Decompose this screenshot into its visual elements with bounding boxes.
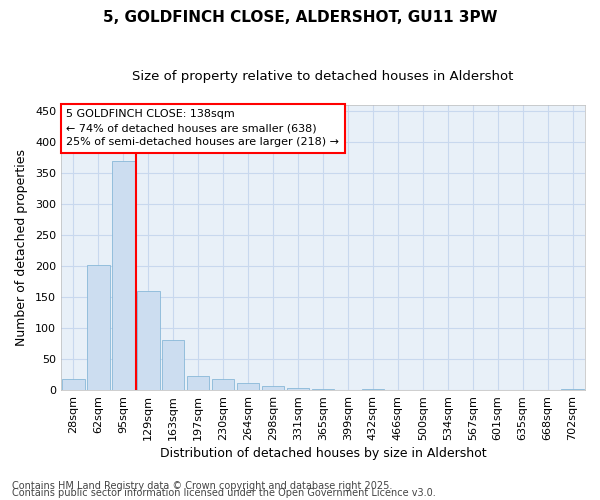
Bar (62, 379, 85, 390)
Bar (237, 382, 259, 390)
Text: Contains HM Land Registry data © Crown copyright and database right 2025.: Contains HM Land Registry data © Crown c… (12, 481, 392, 491)
Bar (561, 389, 584, 390)
Y-axis label: Number of detached properties: Number of detached properties (15, 149, 28, 346)
Text: 5 GOLDFINCH CLOSE: 138sqm
← 74% of detached houses are smaller (638)
25% of semi: 5 GOLDFINCH CLOSE: 138sqm ← 74% of detac… (66, 110, 339, 148)
Bar (287, 388, 309, 390)
X-axis label: Distribution of detached houses by size in Aldershot: Distribution of detached houses by size … (160, 447, 486, 460)
Text: 5, GOLDFINCH CLOSE, ALDERSHOT, GU11 3PW: 5, GOLDFINCH CLOSE, ALDERSHOT, GU11 3PW (103, 10, 497, 25)
Bar (312, 389, 334, 390)
Bar (162, 340, 184, 390)
Bar (362, 389, 384, 390)
Bar (87, 265, 110, 390)
Bar (262, 386, 284, 390)
Bar (187, 376, 209, 390)
Bar (112, 161, 134, 390)
Bar (212, 379, 235, 390)
Text: Contains public sector information licensed under the Open Government Licence v3: Contains public sector information licen… (12, 488, 436, 498)
Bar (137, 291, 160, 390)
Title: Size of property relative to detached houses in Aldershot: Size of property relative to detached ho… (132, 70, 514, 83)
